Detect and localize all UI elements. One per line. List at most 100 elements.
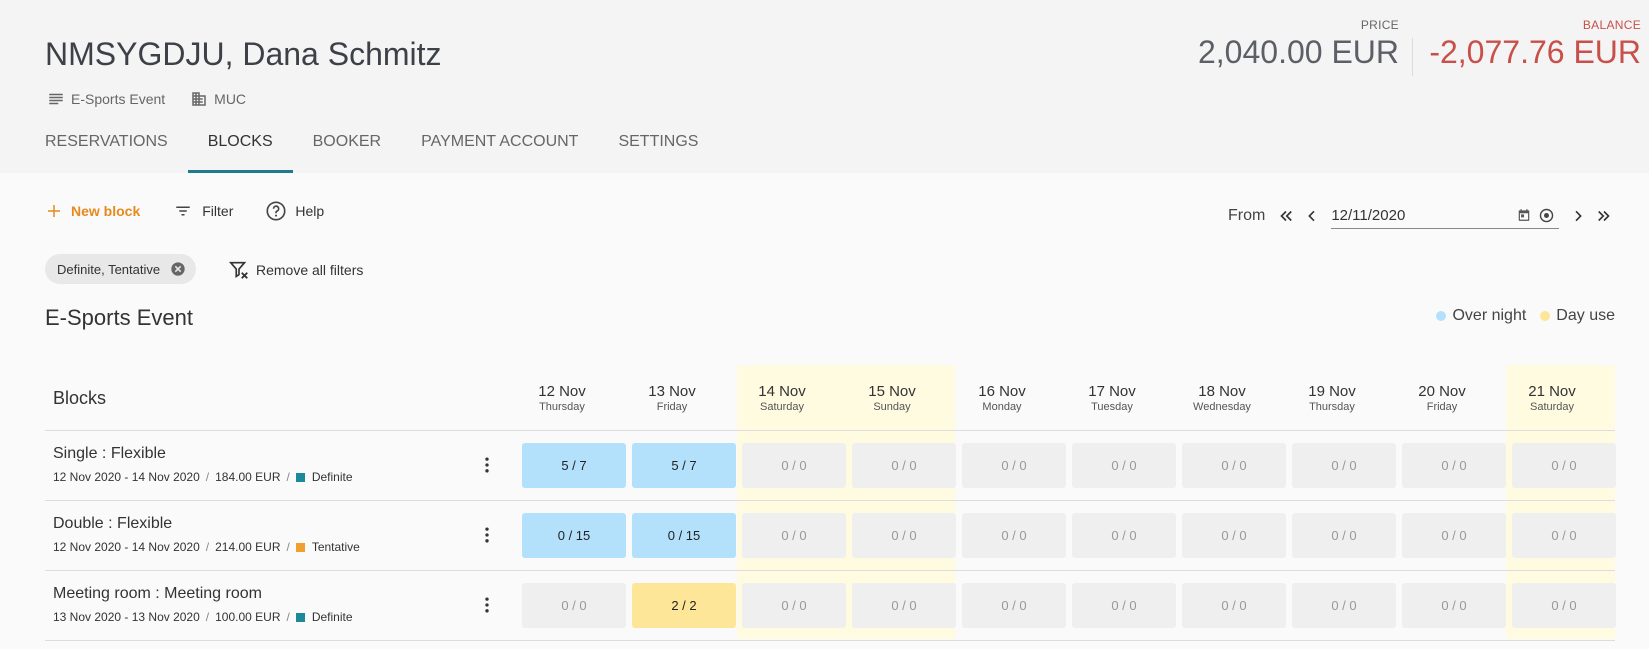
balance-label: BALANCE <box>1582 18 1641 32</box>
block-cell[interactable]: 0 / 0 <box>1402 443 1506 488</box>
more-options-icon[interactable] <box>477 455 497 475</box>
day-date: 20 Nov <box>1418 383 1466 400</box>
status-square <box>295 472 305 482</box>
block-cell[interactable]: 0 / 0 <box>522 583 626 628</box>
block-cell[interactable]: 0 / 0 <box>852 583 956 628</box>
day-header: 16 Nov Monday <box>947 383 1057 413</box>
legend: Over night Day use <box>1422 307 1615 325</box>
block-cell[interactable]: 0 / 0 <box>962 513 1066 558</box>
block-cell[interactable]: 0 / 0 <box>1512 443 1616 488</box>
block-cell[interactable]: 5 / 7 <box>522 443 626 488</box>
filter-chip[interactable]: Definite, Tentative <box>45 254 197 284</box>
from-date-field[interactable] <box>1331 203 1560 229</box>
day-date: 19 Nov <box>1308 383 1356 400</box>
day-header: 17 Nov Tuesday <box>1057 383 1167 413</box>
block-cell[interactable]: 0 / 0 <box>742 443 846 488</box>
legend-dayuse: Day use <box>1540 307 1615 325</box>
event-label: E-Sports Event <box>71 91 166 107</box>
block-cell[interactable]: 0 / 0 <box>852 513 956 558</box>
more-options-icon[interactable] <box>477 595 497 615</box>
separator: / <box>205 540 210 554</box>
block-cell[interactable]: 0 / 15 <box>522 513 626 558</box>
more-options-icon[interactable] <box>477 525 497 545</box>
block-cell[interactable]: 0 / 0 <box>742 513 846 558</box>
block-row: Single : Flexible 12 Nov 2020 - 14 Nov 2… <box>45 431 1616 501</box>
block-cell[interactable]: 0 / 0 <box>1182 583 1286 628</box>
price-label: PRICE <box>1360 18 1399 32</box>
next-button[interactable] <box>1565 203 1591 229</box>
block-cell[interactable]: 0 / 0 <box>1072 443 1176 488</box>
toolbar: New block Filter Help <box>45 200 356 222</box>
day-date: 17 Nov <box>1088 383 1136 400</box>
block-status: Tentative <box>311 540 360 554</box>
block-cell[interactable]: 0 / 0 <box>1292 513 1396 558</box>
block-row: Double : Flexible 12 Nov 2020 - 14 Nov 2… <box>45 501 1616 571</box>
reservation-header: NMSYGDJU, Dana Schmitz E-Sports Event MU… <box>0 0 1649 173</box>
tab-blocks[interactable]: BLOCKS <box>187 122 293 173</box>
block-cell[interactable]: 0 / 15 <box>632 513 736 558</box>
block-cell[interactable]: 0 / 0 <box>1182 513 1286 558</box>
day-weekday: Monday <box>982 401 1022 413</box>
block-details: 12 Nov 2020 - 14 Nov 2020 / 184.00 EUR / D… <box>53 470 353 484</box>
block-dates: 12 Nov 2020 - 14 Nov 2020 <box>53 470 200 484</box>
block-dates: 13 Nov 2020 - 13 Nov 2020 <box>53 610 200 624</box>
block-cell[interactable]: 0 / 0 <box>1072 583 1176 628</box>
remove-chip-icon[interactable] <box>170 261 186 277</box>
building-icon <box>192 92 206 106</box>
block-cell[interactable]: 0 / 0 <box>1292 583 1396 628</box>
block-cell[interactable]: 0 / 0 <box>1292 443 1396 488</box>
chevron-right-icon <box>1575 210 1583 222</box>
day-weekday: Wednesday <box>1193 401 1251 413</box>
remove-all-filters-button[interactable]: Remove all filters <box>228 259 363 281</box>
double-chevron-right-icon <box>1598 210 1610 222</box>
calendar-icon[interactable] <box>1517 208 1531 222</box>
tab-payment-account[interactable]: PAYMENT ACCOUNT <box>421 133 579 150</box>
filter-remove-icon <box>228 261 248 279</box>
day-weekday: Saturday <box>1529 401 1575 413</box>
separator: / <box>205 470 210 484</box>
block-cell[interactable]: 0 / 0 <box>1512 513 1616 558</box>
price-value: 2,040.00 EUR <box>1197 34 1399 70</box>
block-cell[interactable]: 0 / 0 <box>1182 443 1286 488</box>
tab-reservations[interactable]: RESERVATIONS <box>45 133 168 150</box>
jump-back-button[interactable] <box>1273 203 1299 229</box>
block-cell[interactable]: 0 / 0 <box>1512 583 1616 628</box>
jump-forward-button[interactable] <box>1591 203 1617 229</box>
day-header: 20 Nov Friday <box>1387 383 1497 413</box>
block-dates: 12 Nov 2020 - 14 Nov 2020 <box>53 540 200 554</box>
header-meta: E-Sports Event MUC <box>47 90 271 108</box>
day-header: 15 Nov Sunday <box>837 383 947 413</box>
today-target-icon[interactable] <box>1538 207 1555 224</box>
previous-button[interactable] <box>1299 203 1325 229</box>
chevron-left-icon <box>1308 210 1315 222</box>
block-cell[interactable]: 0 / 0 <box>1072 513 1176 558</box>
grid-header: Blocks 12 Nov Thursday 13 Nov Friday 14 No… <box>45 365 1615 431</box>
block-details: 12 Nov 2020 - 14 Nov 2020 / 214.00 EUR / T… <box>53 540 360 554</box>
block-name: Meeting room : Meeting room <box>53 585 262 602</box>
block-cell[interactable]: 2 / 2 <box>632 583 736 628</box>
tab-booker[interactable]: BOOKER <box>312 133 382 150</box>
block-cell[interactable]: 0 / 0 <box>962 443 1066 488</box>
block-price: 214.00 EUR <box>215 540 281 554</box>
legend-overnight: Over night <box>1436 307 1526 325</box>
double-chevron-left-icon <box>1280 210 1293 222</box>
separator: / <box>286 470 290 484</box>
legend-dayuse-label: Day use <box>1556 307 1615 324</box>
filter-button[interactable]: Filter <box>172 202 233 220</box>
block-cell[interactable]: 0 / 0 <box>962 583 1066 628</box>
balance-value: -2,077.76 EUR <box>1429 34 1641 70</box>
help-button[interactable]: Help <box>265 200 324 222</box>
block-cell[interactable]: 0 / 0 <box>852 443 956 488</box>
divider <box>1412 38 1413 76</box>
block-cell[interactable]: 0 / 0 <box>1402 583 1506 628</box>
day-header: 12 Nov Thursday <box>507 383 617 413</box>
block-cell[interactable]: 0 / 0 <box>1402 513 1506 558</box>
blocks-grid: Blocks 12 Nov Thursday 13 Nov Friday 14 No… <box>45 365 1616 641</box>
block-price: 184.00 EUR <box>215 470 281 484</box>
block-cell[interactable]: 0 / 0 <box>742 583 846 628</box>
new-block-button[interactable]: New block <box>45 202 140 220</box>
day-header: 21 Nov Saturday <box>1497 383 1607 413</box>
block-cell[interactable]: 5 / 7 <box>632 443 736 488</box>
tab-settings[interactable]: SETTINGS <box>618 133 699 150</box>
from-date-input[interactable] <box>1331 207 1512 224</box>
